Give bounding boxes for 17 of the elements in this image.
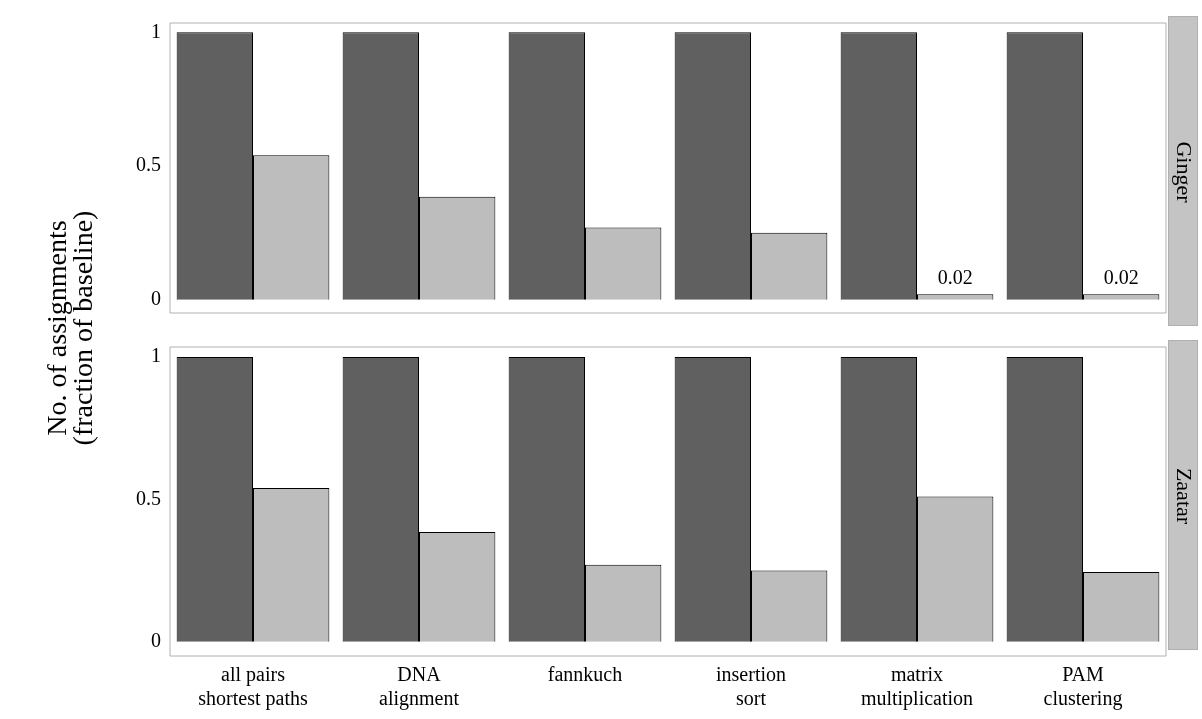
text: Ginger [1171,141,1197,203]
y-tick-label: 1 [151,344,161,367]
y-tick-label: 0.5 [136,486,161,509]
x-tick-label: DNA alignment [379,663,460,711]
x-tick-label: PAM clustering [1043,663,1123,711]
y-tick-label: 0.5 [136,153,161,176]
data-label: 0.02 [937,265,973,288]
x-tick-label: all pairs shortest paths [198,663,308,711]
text: Zaatar [1171,467,1197,525]
y-tick-label: 0 [151,286,161,309]
x-tick-label: fannkuch [547,663,623,686]
x-tick-label: insertion sort [716,663,786,710]
y-axis-title: No. of assignments (fraction of baseline) [41,210,98,446]
x-tick-label: matrix multiplication [860,663,974,711]
y-tick-label: 0 [151,629,161,652]
data-label: 0.02 [1103,265,1139,288]
y-tick-label: 1 [151,19,161,42]
